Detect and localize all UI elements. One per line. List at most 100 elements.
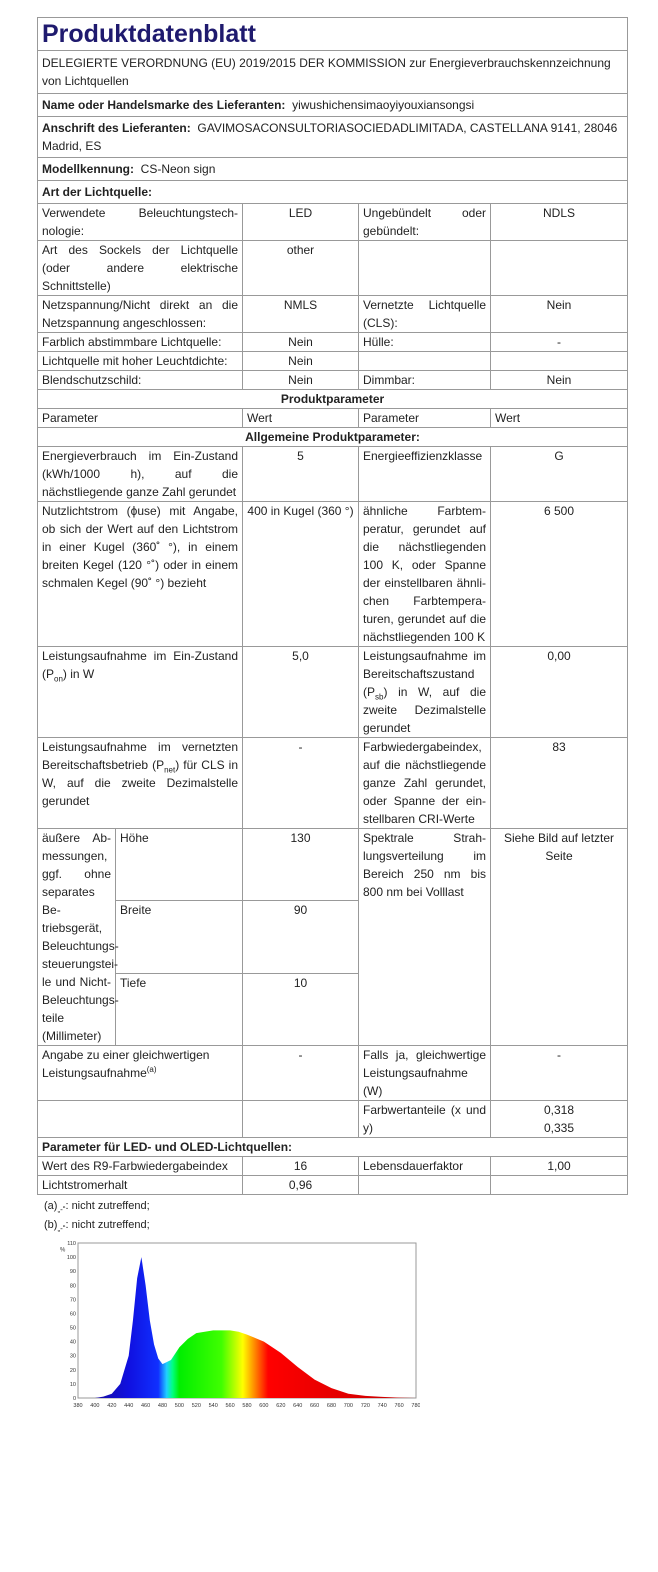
type-param-label-2: Dimmbar: [358,370,491,390]
cct-value: 6 500 [489,501,629,647]
led-header: Parameter für LED- und OLED-Lichtquellen… [36,1137,629,1157]
type-param-value: LED [242,203,359,241]
type-param-value: Nein [242,332,359,352]
col-header-value-2: Wert [489,408,629,428]
x-tick-label: 520 [192,1403,201,1409]
datasheet: Produktdatenblatt DELEGIERTE VERORDNUNG … [36,0,629,1417]
model-label: Modellkennung: [42,162,134,176]
general-header: Allgemeine Produktparameter: [36,427,629,447]
cct-label: ähnliche Farbtem­peratur, gerundet auf d… [358,501,491,647]
type-param-label-2: Ungebündelt oder gebündelt: [358,203,491,241]
type-row: Art des Sockels der Lichtquelle (oder an… [37,240,629,296]
type-param-value-2 [489,240,629,296]
x-tick-label: 500 [175,1403,184,1409]
x-tick-label: 440 [124,1403,133,1409]
pnet-value: - [242,737,359,829]
pnet-label: Leistungsaufnahme im vernetz­ten Bereits… [37,737,243,829]
type-row: Blendschutzschild: Nein Dimmbar: Nein [37,370,629,390]
spectrum-area [78,1257,416,1398]
energy-label: Energieverbrauch im Ein-Zu­stand (kWh/10… [37,446,243,502]
x-tick-label: 680 [327,1403,336,1409]
ifyes-label: Falls ja, gleichwerti­ge Leistungsaufnah… [358,1045,491,1101]
col-header-parameter: Parameter [37,408,243,428]
psb-label: Leistungsaufnahme im Bereitschafts­zusta… [358,646,491,738]
flux-label: Nutzlichtstrom (ϕuse) mit An­gabe, ob si… [37,501,243,647]
type-row: Lichtquelle mit hoher Leucht­dichte: Nein [37,351,629,371]
y-tick-label: 80 [70,1283,76,1289]
cri-label: Farbwiedergabein­dex, auf die nächstlieg… [358,737,491,829]
x-tick-label: 740 [378,1403,387,1409]
type-param-value-2 [489,351,629,371]
life-label: Lebensdauerfaktor [358,1156,491,1176]
x-tick-label: 620 [276,1403,285,1409]
y-tick-label: 70 [70,1297,76,1303]
footnote-b: (b)„-“: nicht zutreffend; [44,1219,150,1234]
x-tick-label: 420 [107,1403,116,1409]
x-tick-label: 540 [209,1403,218,1409]
x-tick-label: 480 [158,1403,167,1409]
flux-value: 400 in Ku­gel (360 °) [242,501,359,647]
psb-value: 0,00 [489,646,629,738]
class-value: G [489,446,629,502]
col-header-value: Wert [242,408,359,428]
spd-value: Siehe Bild auf letzter Seite [489,828,629,1046]
type-param-value-2: Nein [489,370,629,390]
x-tick-label: 400 [90,1403,99,1409]
type-param-label-2 [358,351,491,371]
x-tick-label: 700 [344,1403,353,1409]
address-label: Anschrift des Lieferanten: [42,121,191,135]
dimensions-label: äußere Ab­messungen, ggf. ohne se­parate… [37,828,119,1046]
y-tick-label: 0 [73,1396,76,1402]
y-axis-label: % [60,1247,66,1253]
class-label: Energieeffizienzklas­se [358,446,491,502]
datasheet-table: Produktdatenblatt DELEGIERTE VERORDNUNG … [36,17,629,1195]
equiv-value: - [242,1045,359,1101]
maint-value: 0,96 [242,1175,359,1195]
type-param-label-2 [358,240,491,296]
height-value: 130 [242,827,359,902]
y-tick-label: 30 [70,1354,76,1360]
x-tick-label: 760 [395,1403,404,1409]
x-tick-label: 640 [293,1403,302,1409]
r9-label: Wert des R9-Farbwiedergabein­dex [37,1156,243,1176]
type-param-label: Lichtquelle mit hoher Leucht­dichte: [37,351,243,371]
r9-value: 16 [242,1156,359,1176]
energy-value: 5 [242,446,359,502]
col-header-parameter-2: Parameter [358,408,491,428]
type-row: Netzspannung/Nicht direkt an die Netzspa… [37,295,629,333]
supplier-label: Name oder Handelsmarke des Lieferanten: [42,98,286,112]
pon-value: 5,0 [242,646,359,738]
depth-label: Tiefe [115,972,243,1047]
type-row: Verwendete Beleuchtungstech­nologie: LED U… [37,203,629,241]
spectrum-chart: 380 400 420 440 460 480 500 520 540 560 580 600 620 6… [60,1241,420,1409]
page-title: Produktdatenblatt [36,17,629,51]
y-tick-label: 100 [67,1255,76,1261]
y-tick-label: 90 [70,1269,76,1275]
x-tick-label: 380 [73,1403,82,1409]
type-param-value: Nein [242,351,359,371]
type-row: Farblich abstimmbare Licht­quelle: Nein Hü… [37,332,629,352]
x-tick-label: 780 [411,1403,420,1409]
supplier-value: yiwushichensimaoyiyouxiansongsi [292,98,475,112]
type-param-label: Blendschutzschild: [37,370,243,390]
ifyes-value: - [489,1045,629,1101]
regulation-text: DELEGIERTE VERORDNUNG (EU) 2019/2015 DER… [36,50,629,94]
type-param-label-2: Vernetzte Lichtquel­le (CLS): [358,295,491,333]
type-param-value: Nein [242,370,359,390]
chroma-value: 0,318 0,335 [489,1100,629,1138]
type-param-label: Farblich abstimmbare Licht­quelle: [37,332,243,352]
type-param-value-2: Nein [489,295,629,333]
type-param-value-2: - [489,332,629,352]
x-tick-label: 600 [259,1403,268,1409]
cri-value: 83 [489,737,629,829]
y-tick-label: 50 [70,1326,76,1332]
x-tick-label: 580 [242,1403,251,1409]
width-value: 90 [242,900,359,974]
type-param-label: Netzspannung/Nicht direkt an die Netzspa… [37,295,243,333]
type-param-label-2: Hülle: [358,332,491,352]
width-label: Breite [115,900,243,974]
type-param-label: Verwendete Beleuchtungstech­nologie: [37,203,243,241]
y-tick-label: 110 [67,1241,76,1247]
address-value: GAVIMOSACONSULTORIASOCIEDADLIMITADA, CAS… [42,121,618,153]
x-tick-label: 660 [310,1403,319,1409]
